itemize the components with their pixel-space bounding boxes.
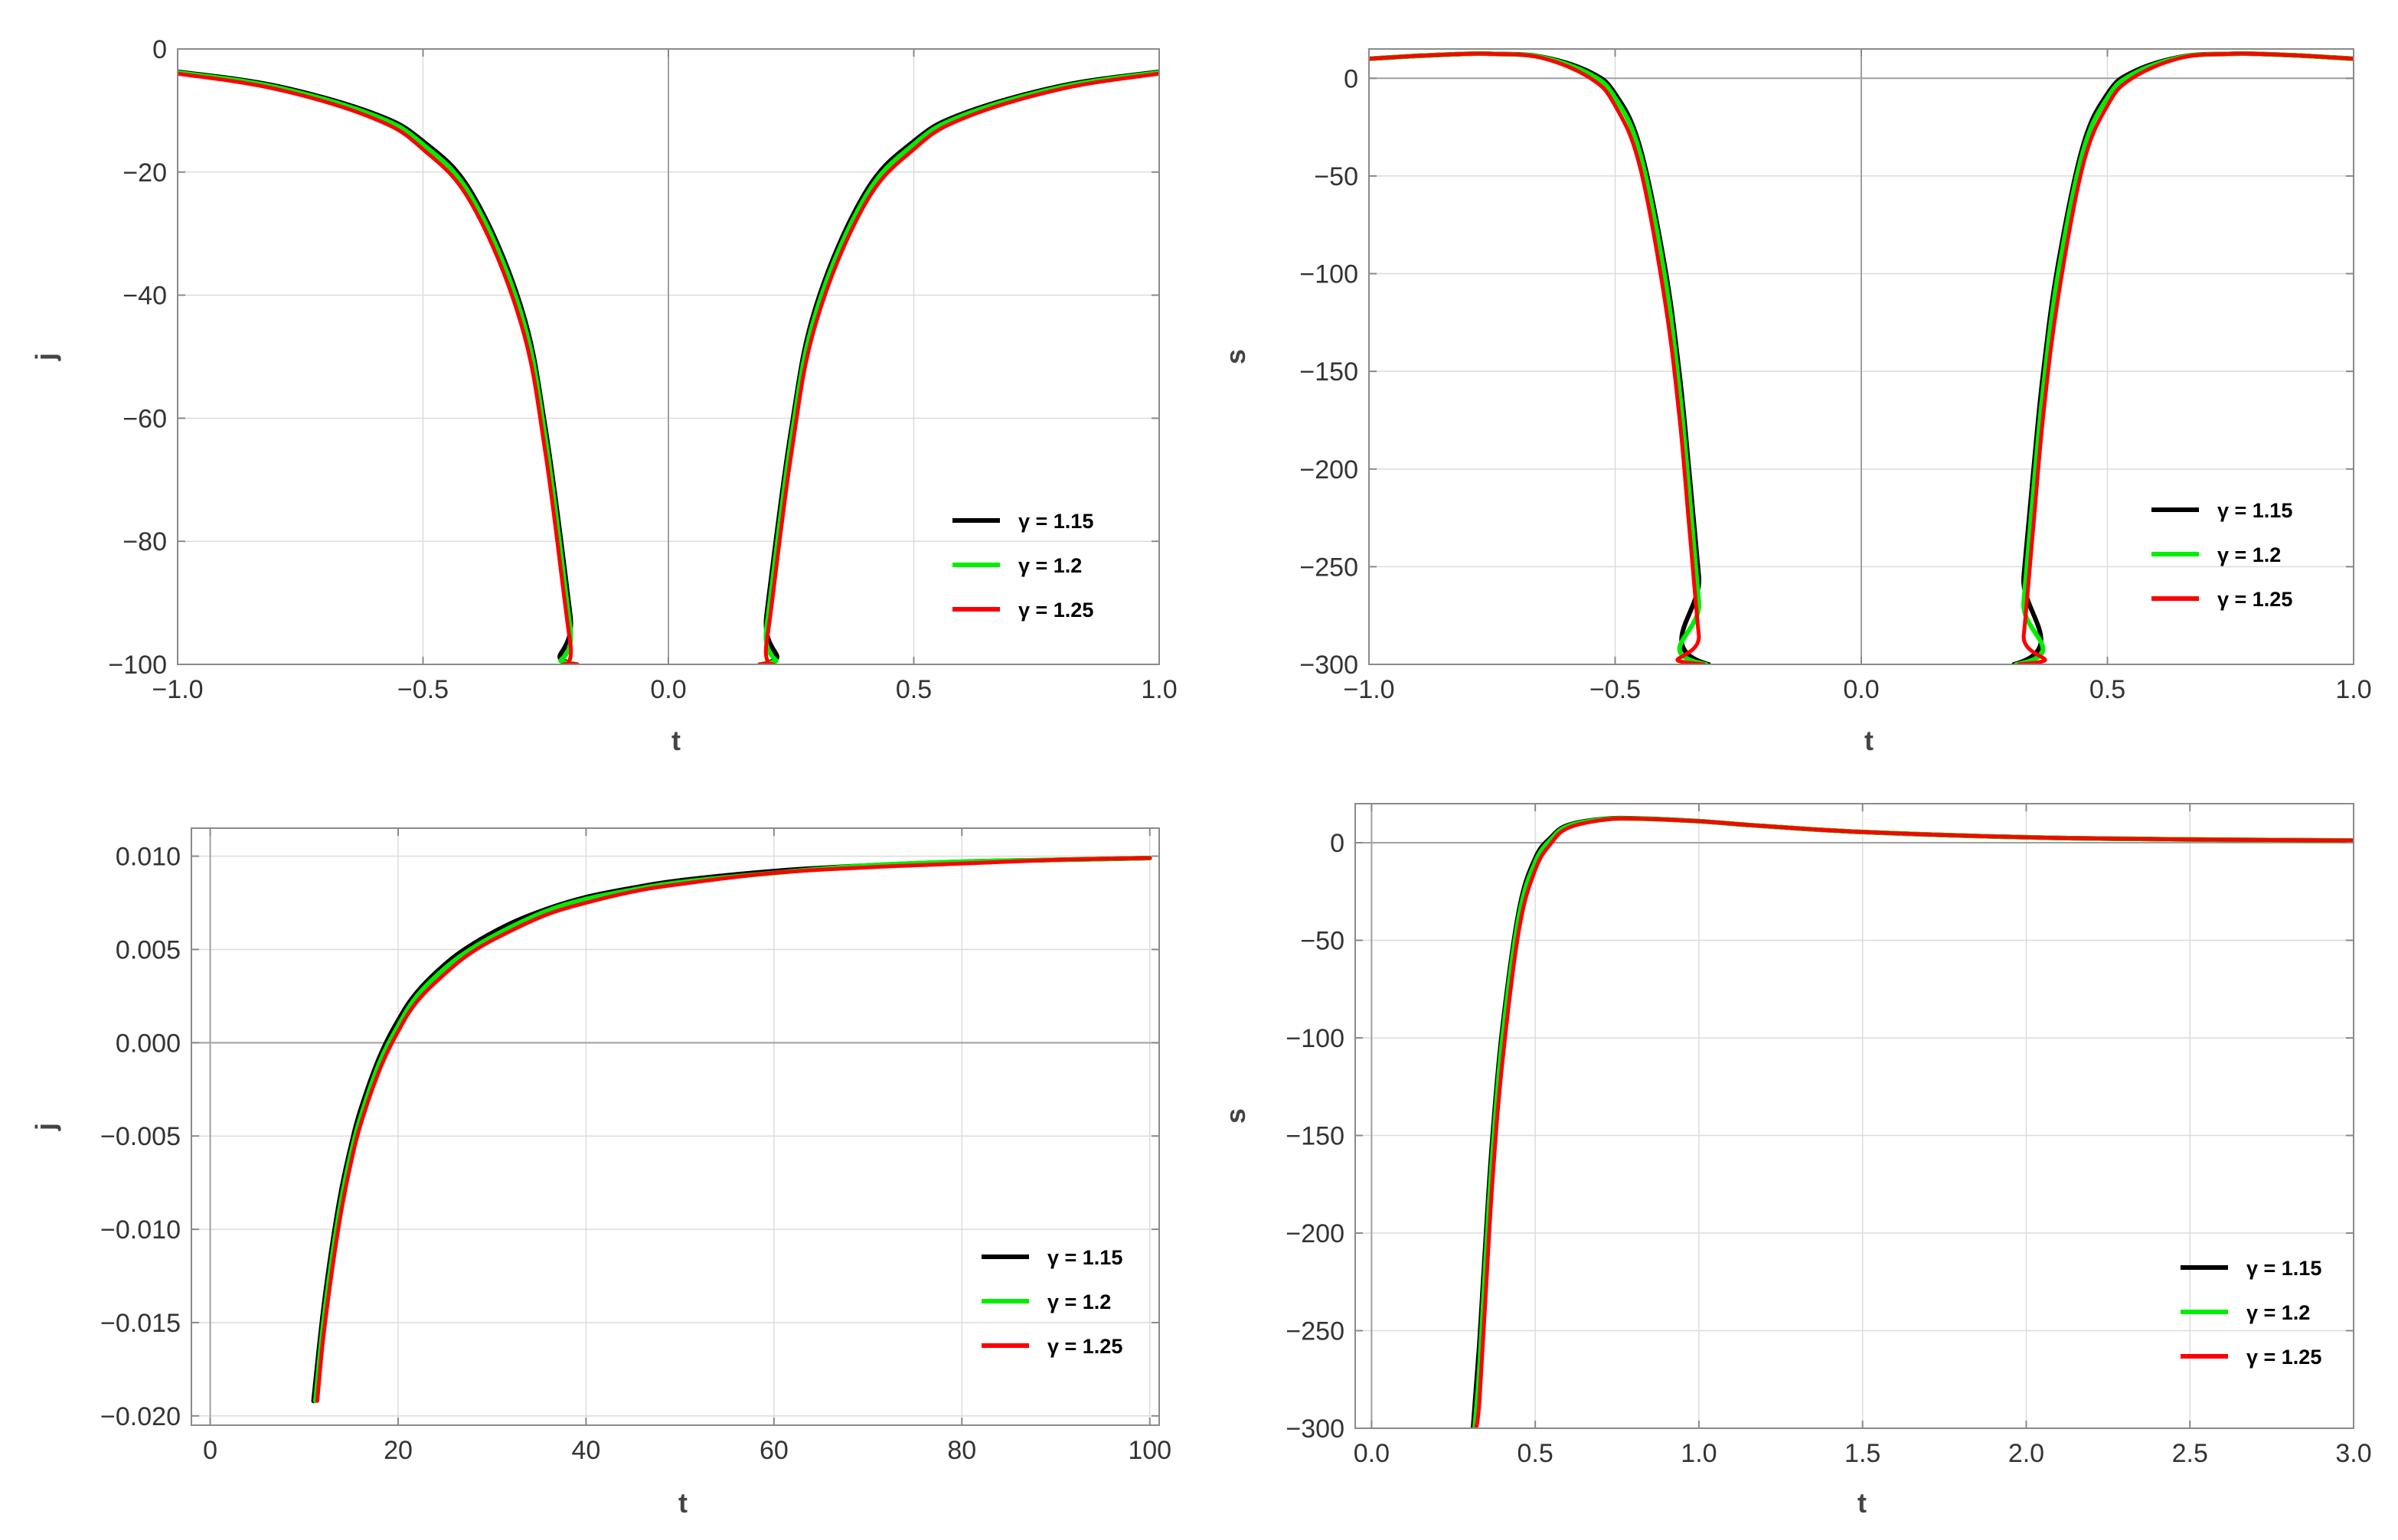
- y-tick-label: −300: [1299, 651, 1358, 680]
- plot-frame: [191, 827, 1160, 1426]
- y-tick-label: 0: [1344, 64, 1358, 93]
- y-tick-label: 0: [1330, 829, 1344, 858]
- x-tick-label: 40: [572, 1436, 601, 1465]
- legend: γ = 1.15 γ = 1.2 γ = 1.25: [982, 1246, 1122, 1358]
- plot-area: [1369, 51, 2354, 664]
- y-tick-label: −0.005: [100, 1122, 181, 1151]
- legend-label-3: γ = 1.25: [1018, 599, 1093, 622]
- x-tick-label: 2.0: [2008, 1439, 2044, 1468]
- legend: γ = 1.15 γ = 1.2 γ = 1.25: [2181, 1257, 2321, 1369]
- plot-frame: [1354, 803, 2354, 1429]
- y-tick-label: −300: [1286, 1414, 1344, 1444]
- y-tick-label: −0.020: [100, 1402, 181, 1431]
- y-tick-label: −150: [1299, 357, 1358, 387]
- y-tick-label: −0.010: [100, 1215, 181, 1245]
- legend-label-2: γ = 1.2: [2217, 543, 2281, 566]
- y-axis-title: s: [1220, 349, 1251, 364]
- x-tick-label: 0.5: [1518, 1439, 1553, 1468]
- x-tick-label: 2.5: [2172, 1439, 2208, 1468]
- plot-area: [1470, 815, 2354, 1428]
- x-tick-label: −1.0: [152, 675, 203, 704]
- y-tick-label: −100: [1286, 1024, 1344, 1053]
- series-line-3: [315, 856, 1152, 1403]
- y-tick-label: 0.010: [116, 843, 181, 872]
- series-line-2: [1472, 816, 2354, 1428]
- x-axis-title: t: [678, 1487, 688, 1519]
- legend-label-3: γ = 1.25: [1047, 1335, 1122, 1358]
- x-tick-label: 0.5: [896, 675, 932, 704]
- y-tick-label: −150: [1286, 1122, 1344, 1151]
- y-axis-title: j: [30, 1123, 61, 1131]
- series-line-2: [312, 856, 1152, 1404]
- x-tick-label: 80: [947, 1436, 976, 1465]
- x-tick-label: 100: [1128, 1436, 1171, 1465]
- series-line-3: [1474, 817, 2354, 1428]
- chart-panel-2: −1.0 −0.5 0.0 0.5 1.0 0 −50 −100 −150 −200 −250 −30…: [1220, 48, 2372, 756]
- y-tick-label: −100: [1299, 260, 1358, 289]
- x-tick-label: 3.0: [2335, 1439, 2371, 1468]
- x-tick-label: −0.5: [397, 675, 449, 704]
- y-axis-title: j: [30, 353, 61, 361]
- x-tick-label: 0.0: [1843, 675, 1879, 704]
- chart-panel-1: −1.0 −0.5 0.0 0.5 1.0 0 −20 −40 −60 −80 −100 t j γ = …: [30, 35, 1178, 756]
- y-tick-label: −100: [108, 651, 167, 680]
- x-tick-label: −0.5: [1589, 675, 1641, 704]
- legend: γ = 1.15 γ = 1.2 γ = 1.25: [2151, 499, 2292, 611]
- legend-label-1: γ = 1.15: [2246, 1257, 2321, 1280]
- x-tick-label: 1.0: [1141, 675, 1177, 704]
- series-line-2: [178, 70, 1159, 664]
- x-tick-label: 0.0: [1354, 1439, 1390, 1468]
- legend-label-1: γ = 1.15: [1018, 510, 1093, 533]
- y-tick-label: −50: [1314, 162, 1358, 191]
- y-tick-label: 0.005: [116, 935, 181, 964]
- legend-label-3: γ = 1.25: [2217, 588, 2292, 611]
- y-tick-label: 0: [152, 35, 167, 64]
- chart-panel-3: 0 20 40 60 80 100 0.010 0.005 0.000 −0.005 −0.010 −…: [30, 827, 1171, 1519]
- y-axis-title: s: [1220, 1108, 1251, 1124]
- y-tick-label: −250: [1286, 1317, 1344, 1346]
- x-axis-title: t: [1864, 725, 1874, 756]
- x-tick-label: 1.5: [1844, 1439, 1880, 1468]
- y-tick-label: −0.015: [100, 1309, 181, 1338]
- legend-label-2: γ = 1.2: [1047, 1290, 1111, 1313]
- x-axis-title: t: [671, 725, 681, 756]
- plot-area: [311, 856, 1152, 1404]
- y-tick-label: −200: [1286, 1219, 1344, 1248]
- y-tick-label: −60: [123, 404, 167, 433]
- x-tick-label: 0: [203, 1436, 217, 1465]
- x-axis-title: t: [1857, 1487, 1867, 1519]
- legend-label-1: γ = 1.15: [2217, 499, 2292, 522]
- y-tick-label: −250: [1299, 553, 1358, 582]
- series-line-1: [311, 856, 1152, 1404]
- legend-label-3: γ = 1.25: [2246, 1346, 2321, 1369]
- legend-label-2: γ = 1.2: [2246, 1301, 2310, 1324]
- plot-area: [178, 69, 1159, 664]
- y-tick-label: −20: [123, 158, 167, 188]
- x-tick-label: 0.0: [650, 675, 686, 704]
- x-tick-label: 0.5: [2089, 675, 2125, 704]
- x-tick-label: 1.0: [2335, 675, 2371, 704]
- legend: γ = 1.15 γ = 1.2 γ = 1.25: [952, 510, 1093, 622]
- y-tick-label: −40: [123, 282, 167, 311]
- series-line-3: [178, 71, 1159, 664]
- x-tick-label: 60: [760, 1436, 789, 1465]
- legend-label-1: γ = 1.15: [1047, 1246, 1122, 1269]
- chart-panel-4: 0.0 0.5 1.0 1.5 2.0 2.5 3.0 0 −50 −100 −150 −200 −25…: [1220, 803, 2372, 1519]
- y-tick-label: −200: [1299, 455, 1358, 485]
- x-tick-label: 1.0: [1681, 1439, 1717, 1468]
- y-tick-label: −50: [1300, 927, 1344, 956]
- y-tick-label: 0.000: [116, 1029, 181, 1058]
- series-line-3: [1369, 51, 2354, 664]
- x-tick-label: 20: [384, 1436, 413, 1465]
- x-tick-label: −1.0: [1343, 675, 1394, 704]
- series-line-1: [1470, 815, 2354, 1428]
- y-tick-label: −80: [123, 527, 167, 556]
- legend-label-2: γ = 1.2: [1018, 554, 1082, 577]
